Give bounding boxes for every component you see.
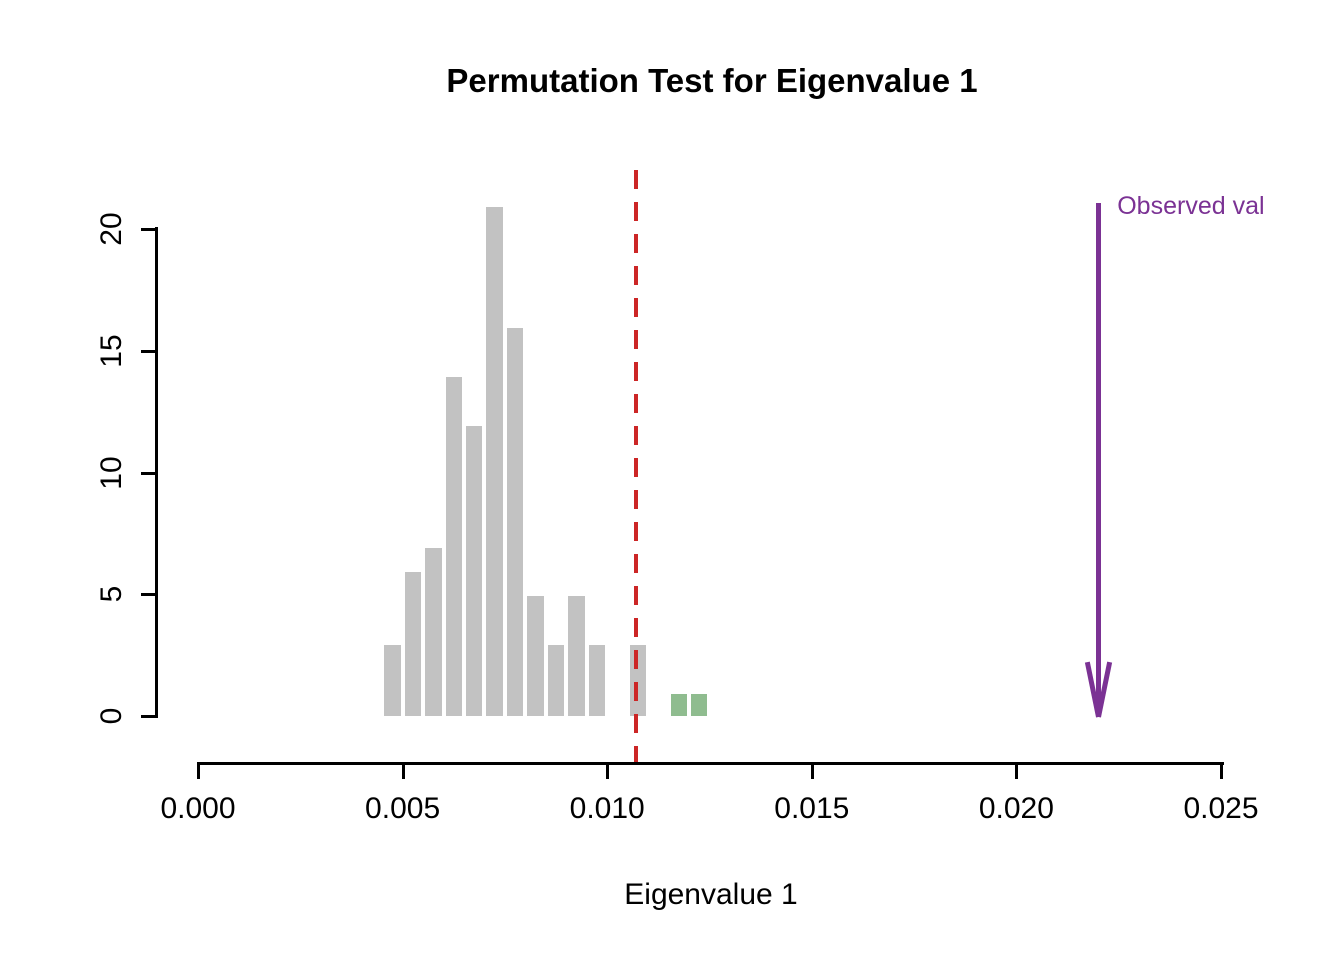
histogram-bar bbox=[504, 326, 526, 718]
x-axis-tick-label: 0.005 bbox=[365, 792, 441, 825]
y-axis-tick bbox=[141, 715, 155, 718]
x-axis-tick bbox=[401, 765, 405, 779]
y-axis-tick bbox=[141, 228, 155, 231]
x-axis-tick bbox=[810, 765, 814, 779]
histogram-bar bbox=[566, 594, 587, 718]
y-axis-tick-label: 15 bbox=[95, 334, 128, 368]
histogram-bar bbox=[586, 642, 608, 718]
threshold-line bbox=[633, 170, 638, 762]
histogram-bar bbox=[627, 642, 649, 718]
histogram-bar bbox=[423, 545, 444, 718]
chart-title: Permutation Test for Eigenvalue 1 bbox=[446, 62, 978, 99]
x-axis-tick bbox=[197, 765, 200, 779]
y-axis-tick bbox=[141, 593, 155, 597]
histogram-bar bbox=[484, 204, 505, 718]
x-axis-line bbox=[197, 762, 1224, 765]
y-axis-tick-label: 20 bbox=[95, 212, 128, 246]
x-axis-tick-label: 0.010 bbox=[569, 792, 645, 825]
x-axis-tick-label: 0.015 bbox=[774, 792, 850, 825]
x-axis-tick bbox=[1015, 765, 1019, 779]
histogram-bar bbox=[382, 642, 403, 718]
x-axis-tick bbox=[1220, 765, 1223, 779]
y-axis-tick-label: 5 bbox=[95, 585, 128, 603]
observed-arrow-shaft bbox=[1095, 203, 1101, 705]
x-axis-tick-label: 0.025 bbox=[1183, 792, 1259, 825]
x-axis-tick-label: 0.000 bbox=[160, 792, 236, 825]
y-axis-tick bbox=[141, 471, 155, 475]
histogram-bar bbox=[402, 569, 424, 718]
y-axis-tick-label: 0 bbox=[95, 707, 128, 725]
histogram-bar-extreme bbox=[689, 691, 710, 718]
x-axis-tick-label: 0.020 bbox=[978, 792, 1054, 825]
y-axis-line bbox=[155, 227, 158, 718]
histogram-bar-extreme bbox=[668, 691, 690, 718]
histogram-bar bbox=[443, 375, 464, 718]
histogram-bar bbox=[525, 594, 546, 718]
x-axis-tick bbox=[606, 765, 610, 779]
y-axis-tick-label: 10 bbox=[95, 455, 128, 490]
y-axis-tick bbox=[141, 349, 155, 353]
histogram-bar bbox=[545, 642, 567, 718]
observed-value-label: Observed value bbox=[1117, 192, 1265, 220]
x-axis-label: Eigenvalue 1 bbox=[624, 878, 798, 911]
observed-value-label-wrap: Observed value bbox=[1117, 192, 1265, 228]
histogram-bar bbox=[463, 423, 485, 718]
